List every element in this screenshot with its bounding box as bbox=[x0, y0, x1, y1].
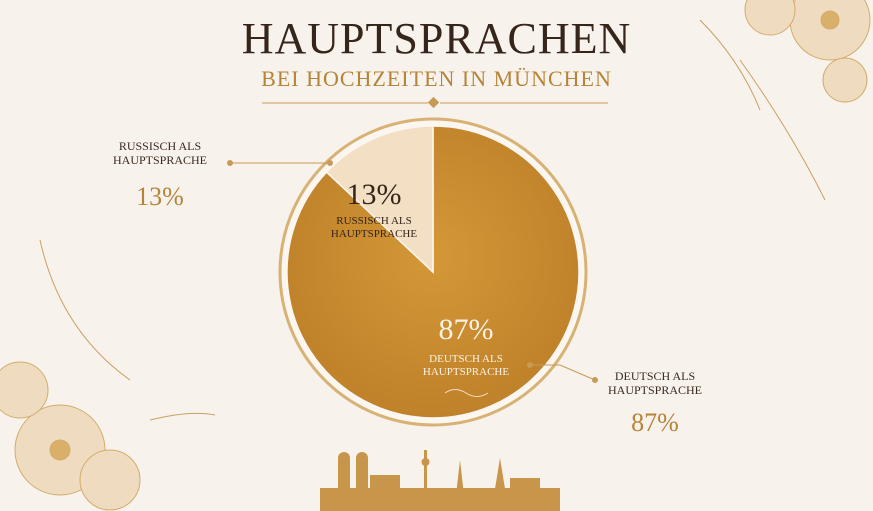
slice-category-label: DEUTSCH ALS HAUPTSPRACHE bbox=[422, 353, 510, 378]
slice-value-label: 87% bbox=[438, 313, 494, 346]
slice-category-label: RUSSISCH ALS HAUPTSPRACHE bbox=[330, 215, 418, 240]
ornament bbox=[444, 389, 489, 397]
skyline bbox=[320, 450, 560, 511]
legend-label: DEUTSCH ALS HAUPTSPRACHE bbox=[607, 369, 703, 397]
leader-line bbox=[227, 160, 598, 383]
chart-subtitle: BEI HOCHZEITEN IN MÜNCHEN bbox=[261, 66, 612, 91]
chart-title: HAUPTSPRACHEN bbox=[241, 14, 632, 63]
leaf-decoration bbox=[39, 19, 826, 421]
legend-label: RUSSISCH ALS HAUPTSPRACHE bbox=[112, 139, 208, 167]
legend-value: 13% bbox=[136, 182, 184, 211]
slice-value-label: 13% bbox=[346, 178, 402, 211]
legend-value: 87% bbox=[631, 408, 679, 437]
title-divider bbox=[262, 96, 608, 109]
pie-slice bbox=[325, 125, 434, 274]
